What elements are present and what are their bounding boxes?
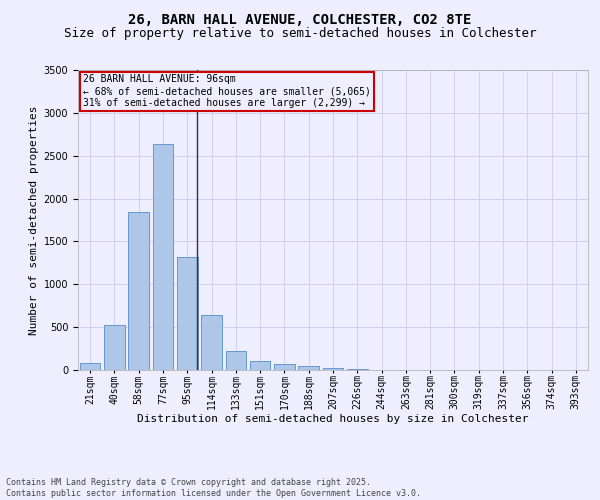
- Bar: [152, 144, 173, 370]
- Text: 26, BARN HALL AVENUE, COLCHESTER, CO2 8TE: 26, BARN HALL AVENUE, COLCHESTER, CO2 8T…: [128, 12, 472, 26]
- Y-axis label: Number of semi-detached properties: Number of semi-detached properties: [29, 106, 40, 335]
- Bar: [298, 366, 319, 370]
- Text: 26 BARN HALL AVENUE: 96sqm
← 68% of semi-detached houses are smaller (5,065)
31%: 26 BARN HALL AVENUE: 96sqm ← 68% of semi…: [83, 74, 371, 108]
- Bar: [128, 212, 149, 370]
- Bar: [80, 363, 100, 370]
- Bar: [250, 362, 271, 370]
- X-axis label: Distribution of semi-detached houses by size in Colchester: Distribution of semi-detached houses by …: [137, 414, 529, 424]
- Bar: [226, 351, 246, 370]
- Bar: [323, 368, 343, 370]
- Bar: [347, 369, 368, 370]
- Bar: [274, 364, 295, 370]
- Text: Size of property relative to semi-detached houses in Colchester: Size of property relative to semi-detach…: [64, 28, 536, 40]
- Bar: [201, 315, 222, 370]
- Bar: [104, 324, 125, 370]
- Text: Contains HM Land Registry data © Crown copyright and database right 2025.
Contai: Contains HM Land Registry data © Crown c…: [6, 478, 421, 498]
- Bar: [177, 257, 197, 370]
